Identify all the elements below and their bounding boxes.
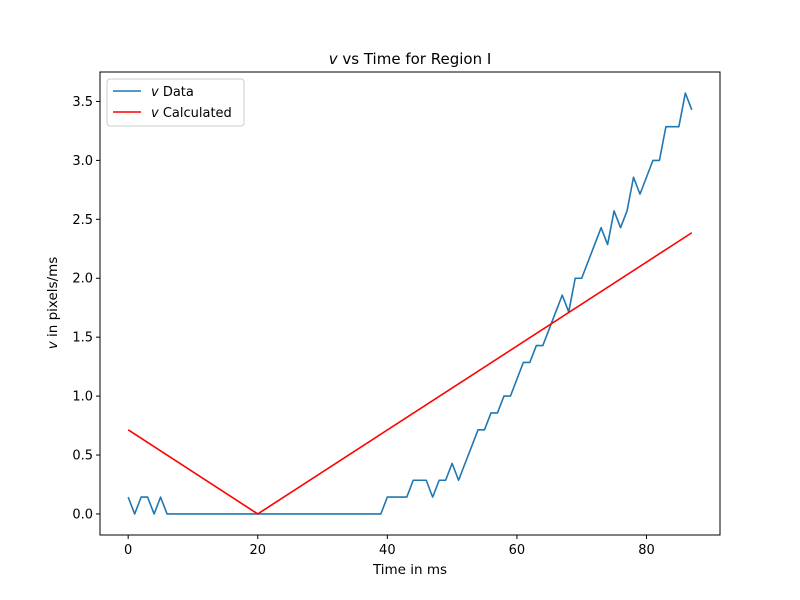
- x-tick-label: 0: [124, 543, 132, 558]
- legend-label-calculated-var: v: [151, 106, 159, 121]
- y-tick-label: 2.5: [72, 213, 93, 228]
- chart-title-var: v: [329, 50, 339, 68]
- y-axis-label-var: v: [45, 340, 61, 349]
- series-line-data: [127, 92, 693, 515]
- legend-label-calculated: v Calculated: [151, 106, 232, 121]
- y-tick-label: 0.0: [72, 507, 93, 522]
- tick-layer: 0 20 40 60 80 0.0 0.5 1.0 1.5 2.0 2.5 3.0 3.5: [72, 95, 654, 558]
- series-layer: [127, 92, 693, 515]
- x-tick-label: 60: [509, 543, 526, 558]
- legend-label-data-rest: Data: [159, 85, 194, 100]
- y-axis-label-rest: in pixels/ms: [45, 257, 61, 342]
- y-tick-label: 1.5: [72, 331, 93, 346]
- chart-title: v vs Time for Region I: [329, 50, 492, 68]
- y-axis-label: v in pixels/ms: [45, 257, 61, 350]
- y-tick-label: 0.5: [72, 449, 93, 464]
- plot-frame: [99, 71, 721, 536]
- x-tick-label: 80: [638, 543, 655, 558]
- x-axis-label: Time in ms: [372, 562, 447, 578]
- y-tick-label: 1.0: [72, 390, 93, 405]
- x-tick-label: 20: [249, 543, 266, 558]
- legend-label-data: v Data: [151, 85, 194, 100]
- legend: v Data v Calculated: [106, 78, 245, 127]
- y-tick-label: 3.0: [72, 154, 93, 169]
- chart-title-rest: vs Time for Region I: [338, 50, 492, 68]
- legend-box: [106, 78, 245, 127]
- legend-label-data-var: v: [151, 85, 159, 100]
- y-tick-label: 2.0: [72, 272, 93, 287]
- y-tick-label: 3.5: [72, 95, 93, 110]
- legend-label-calculated-rest: Calculated: [159, 106, 232, 121]
- x-tick-label: 40: [379, 543, 396, 558]
- series-line-calculated: [127, 232, 693, 515]
